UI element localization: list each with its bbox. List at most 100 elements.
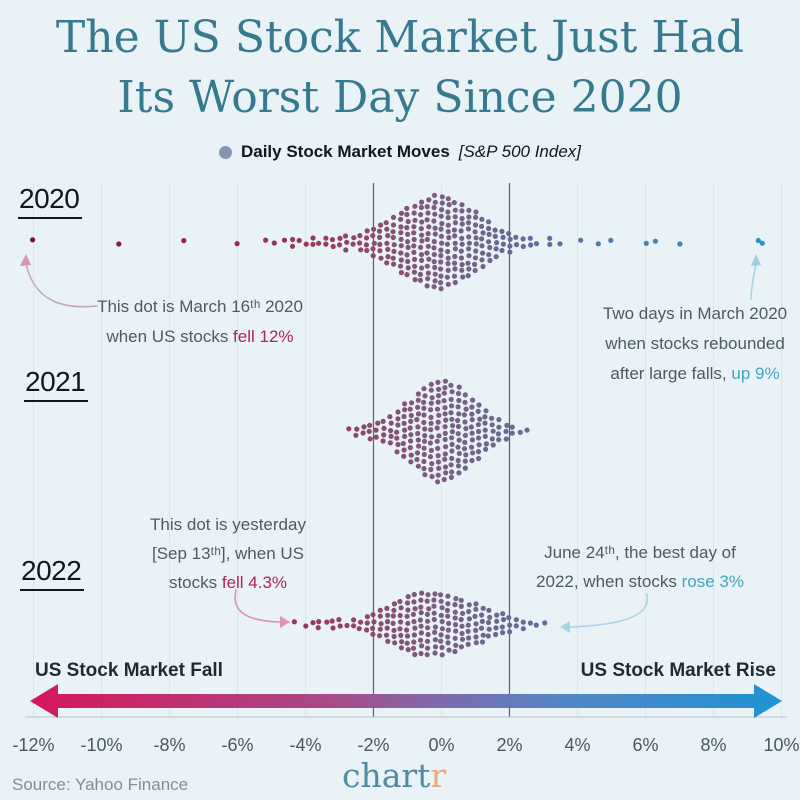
data-dot	[459, 221, 465, 227]
data-dot	[395, 416, 401, 422]
data-dot	[390, 214, 397, 220]
data-dot	[449, 389, 455, 395]
data-dot	[429, 473, 435, 480]
data-dot	[448, 410, 454, 416]
data-dot	[449, 455, 455, 461]
data-dot	[452, 648, 458, 655]
data-dot	[424, 611, 430, 618]
data-dot	[466, 635, 472, 641]
data-dot	[595, 241, 601, 247]
data-dot	[483, 441, 489, 447]
data-dot	[310, 235, 316, 241]
data-dot	[415, 404, 421, 410]
data-dot	[427, 440, 433, 446]
data-dot	[458, 248, 464, 254]
data-dot	[479, 612, 485, 618]
data-dot	[432, 278, 438, 284]
data-dot	[496, 417, 502, 423]
data-dot	[431, 251, 437, 258]
data-dot	[411, 243, 417, 249]
data-dot	[451, 227, 457, 233]
data-dot	[432, 199, 438, 205]
data-dot	[445, 229, 451, 235]
data-dot	[402, 433, 408, 439]
data-dot	[323, 241, 329, 247]
data-dot	[417, 271, 423, 277]
data-dot	[425, 210, 431, 216]
data-dot	[405, 607, 411, 613]
data-dot	[407, 406, 413, 412]
data-dot	[482, 427, 488, 433]
data-dot	[438, 286, 444, 292]
data-dot	[520, 236, 526, 242]
data-dot	[458, 603, 464, 610]
data-dot	[401, 413, 407, 420]
data-dot	[397, 598, 403, 605]
data-dot	[473, 606, 479, 612]
data-dot	[452, 260, 458, 266]
title-line-1: The US Stock Market Just Had	[55, 12, 745, 63]
data-dot	[421, 451, 427, 458]
data-dot	[414, 450, 421, 456]
data-dot	[438, 592, 444, 598]
year-label-2021: 2021	[24, 366, 89, 402]
data-dot	[469, 430, 475, 436]
data-dot	[476, 442, 482, 448]
data-dot	[469, 437, 475, 443]
data-dot	[462, 392, 468, 398]
data-dot	[427, 454, 434, 460]
arrow-to-best-day-dot	[569, 593, 649, 628]
data-dot	[394, 435, 400, 441]
data-dot	[463, 425, 469, 432]
data-dot	[432, 271, 438, 277]
data-dot	[377, 248, 383, 254]
data-dot	[353, 432, 359, 438]
data-dot	[459, 262, 465, 268]
data-dot	[475, 422, 481, 428]
data-dot	[414, 417, 420, 423]
data-dot	[439, 626, 445, 632]
data-dot	[432, 624, 438, 630]
data-dot	[411, 591, 417, 598]
data-dot	[364, 620, 370, 626]
data-dot	[524, 427, 530, 433]
data-dot	[439, 221, 445, 227]
data-dot	[449, 435, 455, 441]
data-dot	[482, 420, 488, 426]
data-dot	[394, 449, 400, 455]
data-dot	[428, 427, 434, 433]
data-dot	[494, 240, 500, 246]
data-dot	[452, 253, 458, 260]
data-dot	[441, 390, 447, 396]
data-dot	[479, 243, 485, 249]
data-dot	[608, 237, 614, 243]
data-dot	[446, 235, 452, 241]
data-dot	[378, 255, 384, 261]
data-dot	[367, 436, 373, 442]
data-dot	[439, 605, 445, 611]
data-dot	[462, 465, 468, 471]
data-dot	[296, 237, 302, 244]
data-dot	[496, 424, 502, 430]
data-dot	[445, 601, 451, 607]
data-dot	[415, 397, 421, 403]
data-dot	[459, 235, 465, 241]
data-dot	[421, 466, 427, 472]
data-dot	[412, 625, 418, 631]
axis-tick-label: -2%	[357, 735, 390, 755]
data-dot	[385, 254, 391, 260]
data-dot	[364, 247, 370, 254]
data-dot	[527, 620, 534, 626]
data-dot	[432, 225, 438, 231]
data-dot	[363, 242, 369, 248]
data-dot	[398, 632, 404, 639]
axis-tick-label: 0%	[428, 735, 455, 755]
data-dot	[452, 220, 458, 226]
data-dot	[466, 602, 472, 608]
legend-label: Daily Stock Market Moves	[240, 142, 450, 161]
data-dot	[388, 433, 394, 439]
data-dot	[465, 628, 471, 634]
data-dot	[465, 641, 471, 648]
data-dot	[351, 235, 357, 241]
data-dot	[234, 241, 240, 247]
